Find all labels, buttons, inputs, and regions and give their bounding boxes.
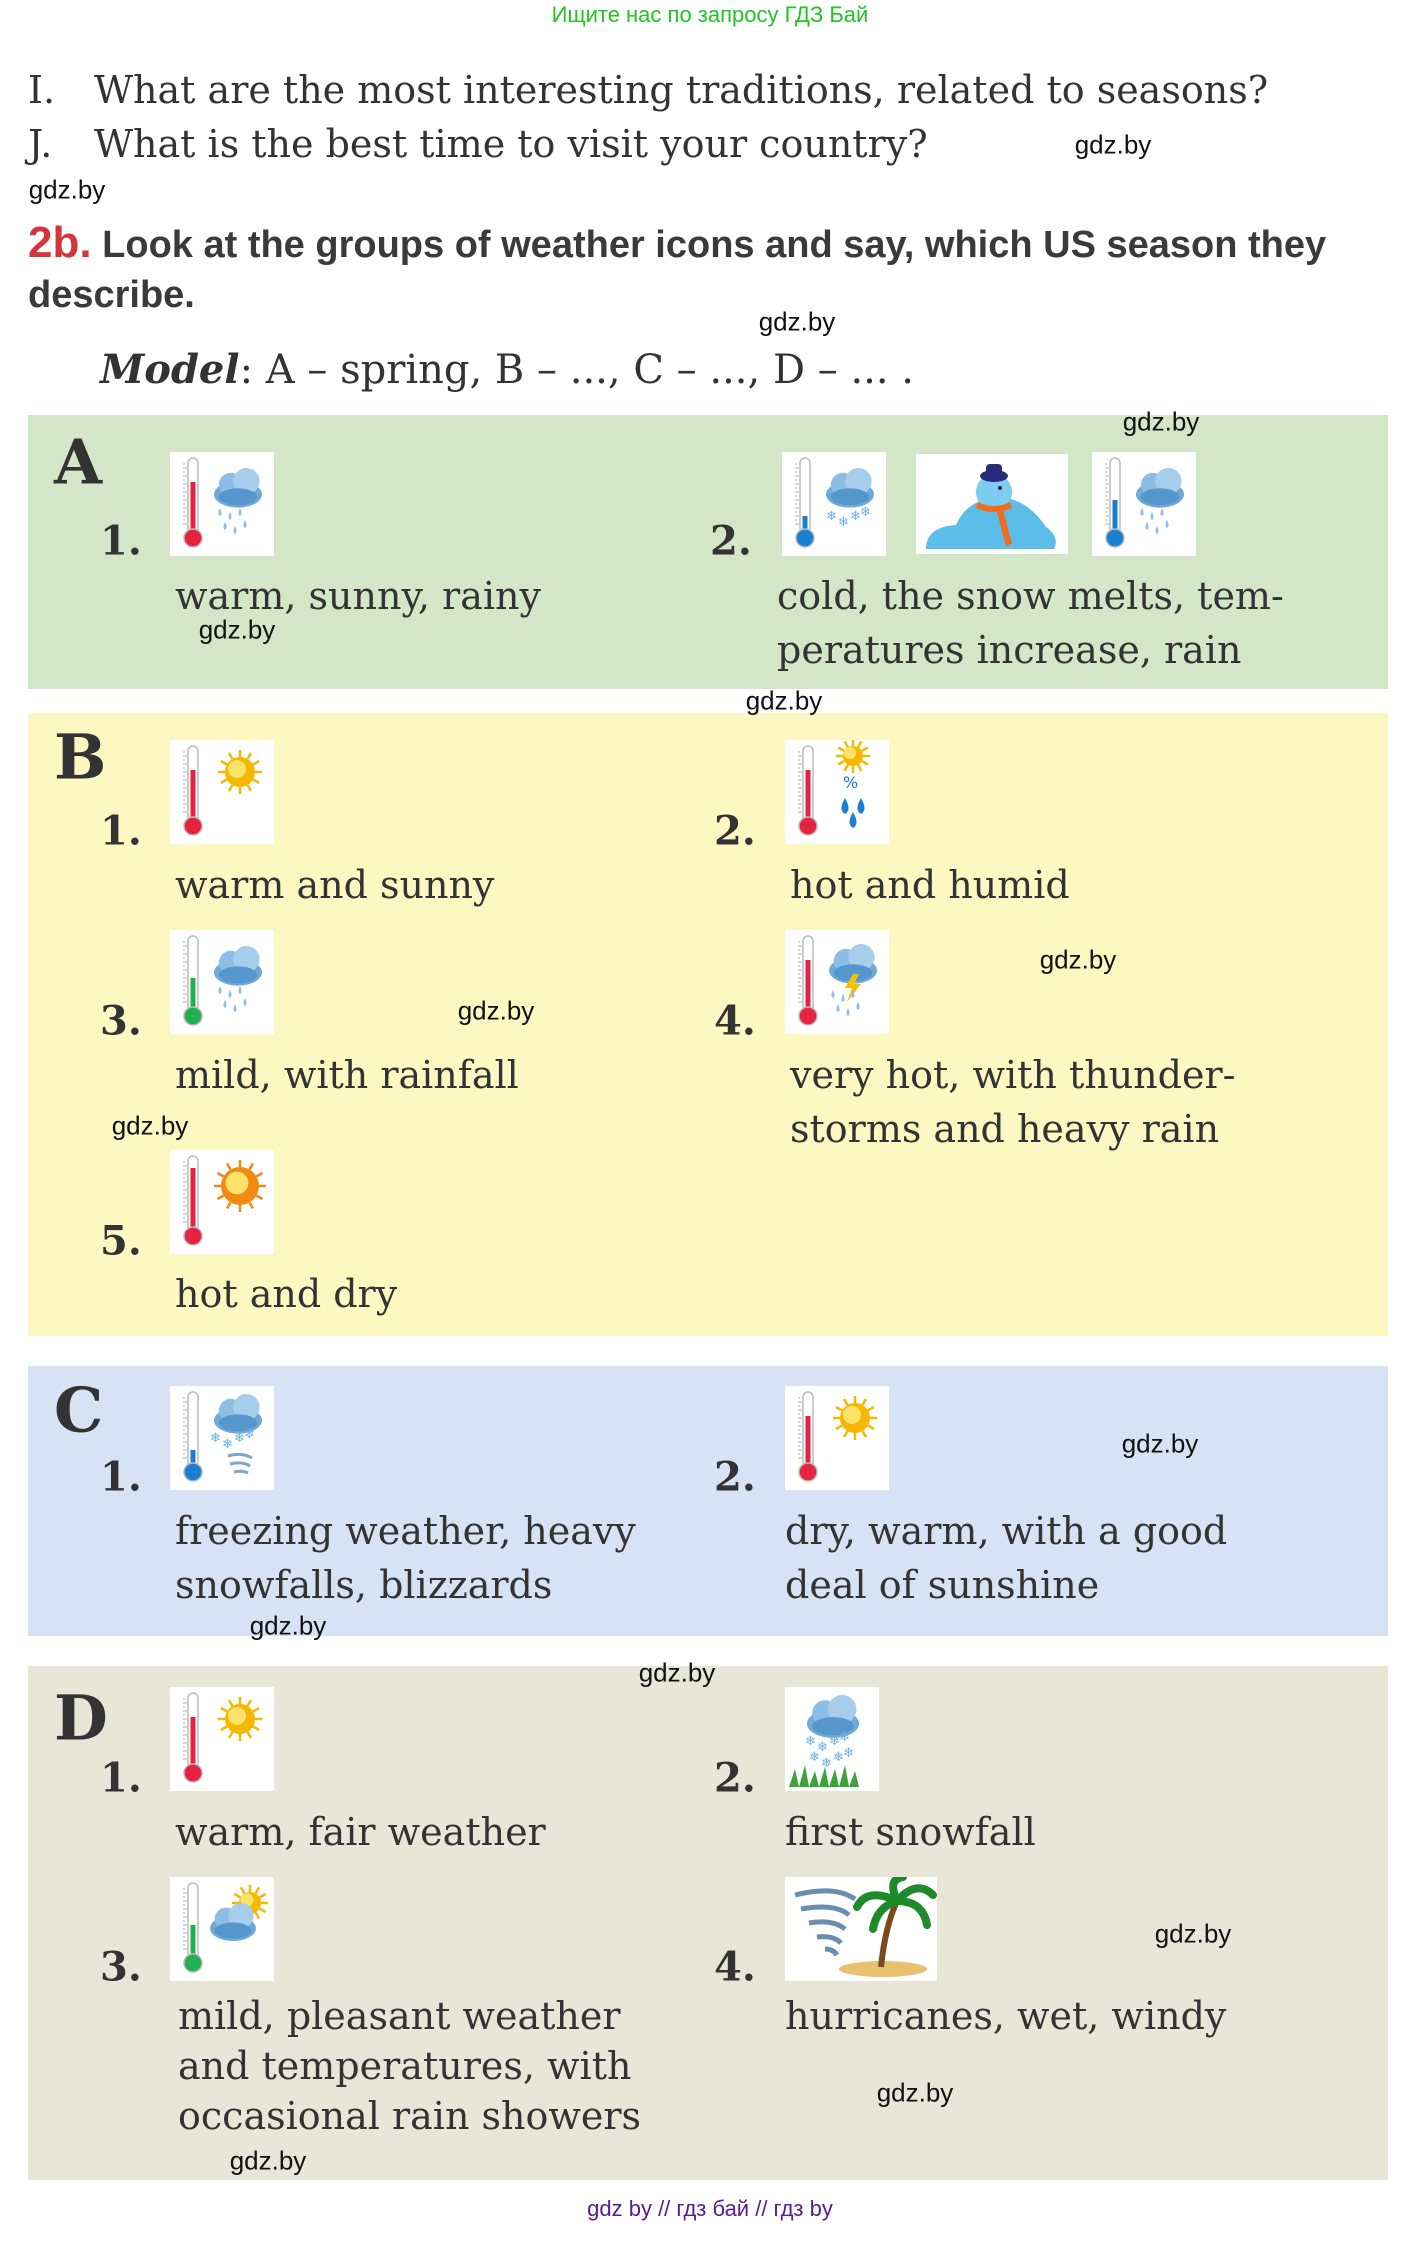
watermark: gdz.by: [638, 1657, 716, 1688]
thermometer-red-high-sun-icon: [785, 1386, 889, 1490]
item-description-line: cold, the snow melts, tem-: [777, 574, 1284, 618]
watermark: gdz.by: [1121, 1428, 1199, 1459]
thermometer-red-high-sun-icon: [170, 740, 274, 844]
thermometer-blue-low-blizzard-icon: ❄ ❄ ❄ ❄: [170, 1386, 274, 1490]
question-i: I. What are the most interesting traditio…: [28, 68, 1268, 112]
svg-text:❄: ❄: [244, 1427, 255, 1442]
svg-text:❄: ❄: [210, 1431, 221, 1446]
model-text: : A – spring, B – ..., C – ..., D – ... …: [239, 347, 915, 393]
question-text: What are the most interesting traditions…: [94, 68, 1269, 112]
thermometer-green-mid-partly-cloudy-icon: [170, 1877, 274, 1981]
question-label: I.: [28, 68, 56, 112]
watermark: gdz.by: [28, 174, 106, 205]
thermometer-green-mid-rain-icon: [170, 930, 274, 1034]
thermometer-blue-mid-rain-icon: [1092, 452, 1196, 556]
item-description-line: storms and heavy rain: [790, 1107, 1220, 1151]
item-description-line: mild, pleasant weather: [178, 1994, 621, 2038]
svg-text:❄: ❄: [805, 1734, 816, 1749]
item-number: 2.: [714, 1453, 756, 1501]
item-description-line: hot and dry: [175, 1272, 398, 1316]
item-description-line: dry, warm, with a good: [785, 1509, 1228, 1553]
svg-text:❄: ❄: [843, 1746, 854, 1761]
thermometer-red-full-hot-sun-icon: [170, 1150, 274, 1254]
svg-text:❄: ❄: [817, 1740, 828, 1755]
item-description-line: snowfalls, blizzards: [175, 1563, 553, 1607]
item-number: 1.: [100, 807, 142, 855]
group-letter: B: [54, 720, 107, 794]
item-description-line: occasional rain showers: [178, 2094, 642, 2138]
watermark: gdz.by: [1074, 129, 1152, 160]
item-description-line: peratures increase, rain: [777, 628, 1242, 672]
item-number: 2.: [714, 807, 756, 855]
item-description-line: freezing weather, heavy: [175, 1509, 636, 1553]
footer-links: gdz by // гдз бай // гдз by: [587, 2196, 833, 2221]
thermometer-red-high-humidity-icon: %: [785, 740, 889, 844]
task-text: Look at the groups of weather icons and …: [28, 224, 1327, 316]
item-number: 4.: [714, 997, 756, 1045]
melting-snowman-icon: [916, 454, 1068, 554]
item-number: 3.: [100, 1943, 142, 1991]
item-description-line: and temperatures, with: [178, 2044, 632, 2088]
watermark: gdz.by: [1154, 1918, 1232, 1949]
question-j: J. What is the best time to visit your co…: [28, 122, 928, 166]
thermometer-red-high-thunderstorm-icon: [785, 930, 889, 1034]
svg-text:❄: ❄: [821, 1756, 832, 1771]
item-description-line: hot and humid: [790, 863, 1070, 907]
svg-text:❄: ❄: [839, 1730, 850, 1745]
item-description-line: warm, fair weather: [175, 1810, 546, 1854]
item-description-line: warm, sunny, rainy: [175, 574, 541, 618]
svg-text:❄: ❄: [838, 515, 849, 530]
task-heading: 2b. Look at the groups of weather icons …: [28, 218, 1388, 320]
model-line: Model: A – spring, B – ..., C – ..., D –…: [100, 346, 914, 393]
item-number: 4.: [714, 1943, 756, 1991]
watermark: gdz.by: [457, 995, 535, 1026]
model-label: Model: [100, 346, 240, 393]
snow-on-grass-icon: ❄ ❄ ❄ ❄ ❄ ❄ ❄ ❄: [785, 1687, 879, 1791]
hurricane-palm-icon: [785, 1877, 937, 1981]
watermark: gdz.by: [111, 1110, 189, 1141]
watermark: gdz.by: [229, 2145, 307, 2176]
watermark: gdz.by: [198, 614, 276, 645]
question-text: What is the best time to visit your coun…: [94, 122, 928, 166]
watermark: gdz.by: [249, 1610, 327, 1641]
group-letter: D: [54, 1681, 108, 1755]
svg-text:❄: ❄: [826, 509, 837, 524]
item-description-line: warm and sunny: [175, 863, 495, 907]
svg-text:❄: ❄: [809, 1750, 820, 1765]
task-number: 2b.: [28, 218, 92, 267]
item-description-line: mild, with rainfall: [175, 1053, 519, 1097]
item-description-line: hurricanes, wet, windy: [785, 1994, 1227, 2038]
watermark: gdz.by: [876, 2077, 954, 2108]
item-number: 1.: [100, 1754, 142, 1802]
search-banner: Ищите нас по запросу ГДЗ Бай: [551, 2, 869, 27]
watermark: gdz.by: [758, 306, 836, 337]
group-letter: C: [54, 1373, 104, 1447]
svg-text:❄: ❄: [222, 1437, 233, 1452]
item-number: 1.: [100, 1453, 142, 1501]
item-number: 1.: [100, 517, 142, 565]
item-number: 2.: [710, 517, 752, 565]
question-label: J.: [28, 122, 53, 166]
item-description-line: very hot, with thunder-: [790, 1053, 1236, 1097]
svg-text:%: %: [843, 773, 858, 792]
group-letter: A: [54, 425, 103, 499]
item-description-line: first snowfall: [785, 1810, 1036, 1854]
svg-text:❄: ❄: [829, 1734, 840, 1749]
item-description-line: deal of sunshine: [785, 1563, 1100, 1607]
item-number: 3.: [100, 997, 142, 1045]
svg-text:❄: ❄: [234, 1431, 245, 1446]
thermometer-red-high-sun-icon: [170, 1687, 274, 1791]
thermometer-red-high-rain-icon: [170, 452, 274, 556]
thermometer-blue-low-snow-icon: ❄ ❄ ❄ ❄: [782, 452, 886, 556]
watermark: gdz.by: [1122, 406, 1200, 437]
watermark: gdz.by: [1039, 944, 1117, 975]
svg-text:❄: ❄: [860, 505, 871, 520]
item-number: 2.: [714, 1754, 756, 1802]
svg-text:❄: ❄: [850, 509, 861, 524]
item-number: 5.: [100, 1217, 142, 1265]
svg-text:❄: ❄: [833, 1750, 844, 1765]
watermark: gdz.by: [745, 685, 823, 716]
